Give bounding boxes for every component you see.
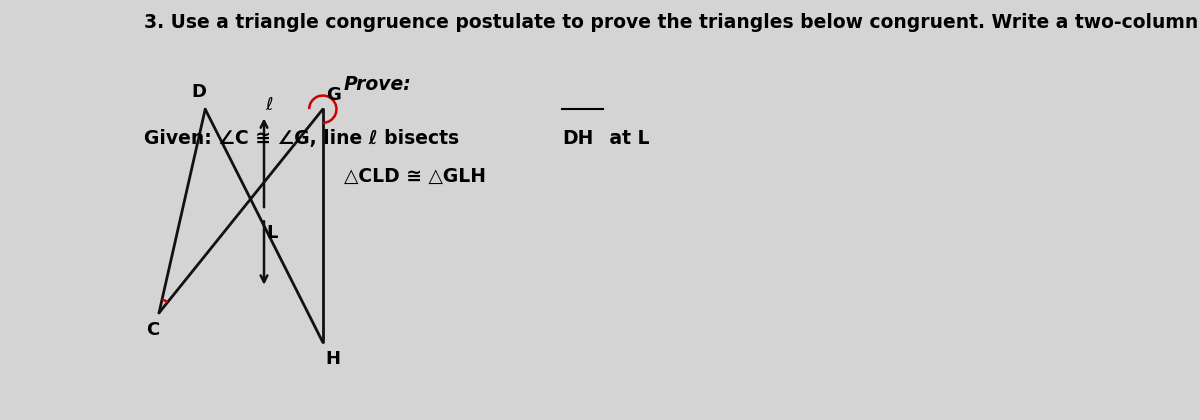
Text: G: G <box>326 86 341 103</box>
Text: at L: at L <box>602 129 649 148</box>
Text: Given: ∠C ≅ ∠G, line ℓ bisects: Given: ∠C ≅ ∠G, line ℓ bisects <box>144 129 466 148</box>
Text: H: H <box>326 350 341 368</box>
Text: DH: DH <box>562 129 593 148</box>
Text: D: D <box>192 84 206 101</box>
Text: Prove:: Prove: <box>344 74 412 94</box>
Text: 3. Use a triangle congruence postulate to prove the triangles below congruent. W: 3. Use a triangle congruence postulate t… <box>144 13 1200 32</box>
Text: C: C <box>146 321 160 339</box>
Text: ℓ: ℓ <box>265 96 272 114</box>
Text: △CLD ≅ △GLH: △CLD ≅ △GLH <box>344 167 486 186</box>
Text: L: L <box>266 224 277 242</box>
